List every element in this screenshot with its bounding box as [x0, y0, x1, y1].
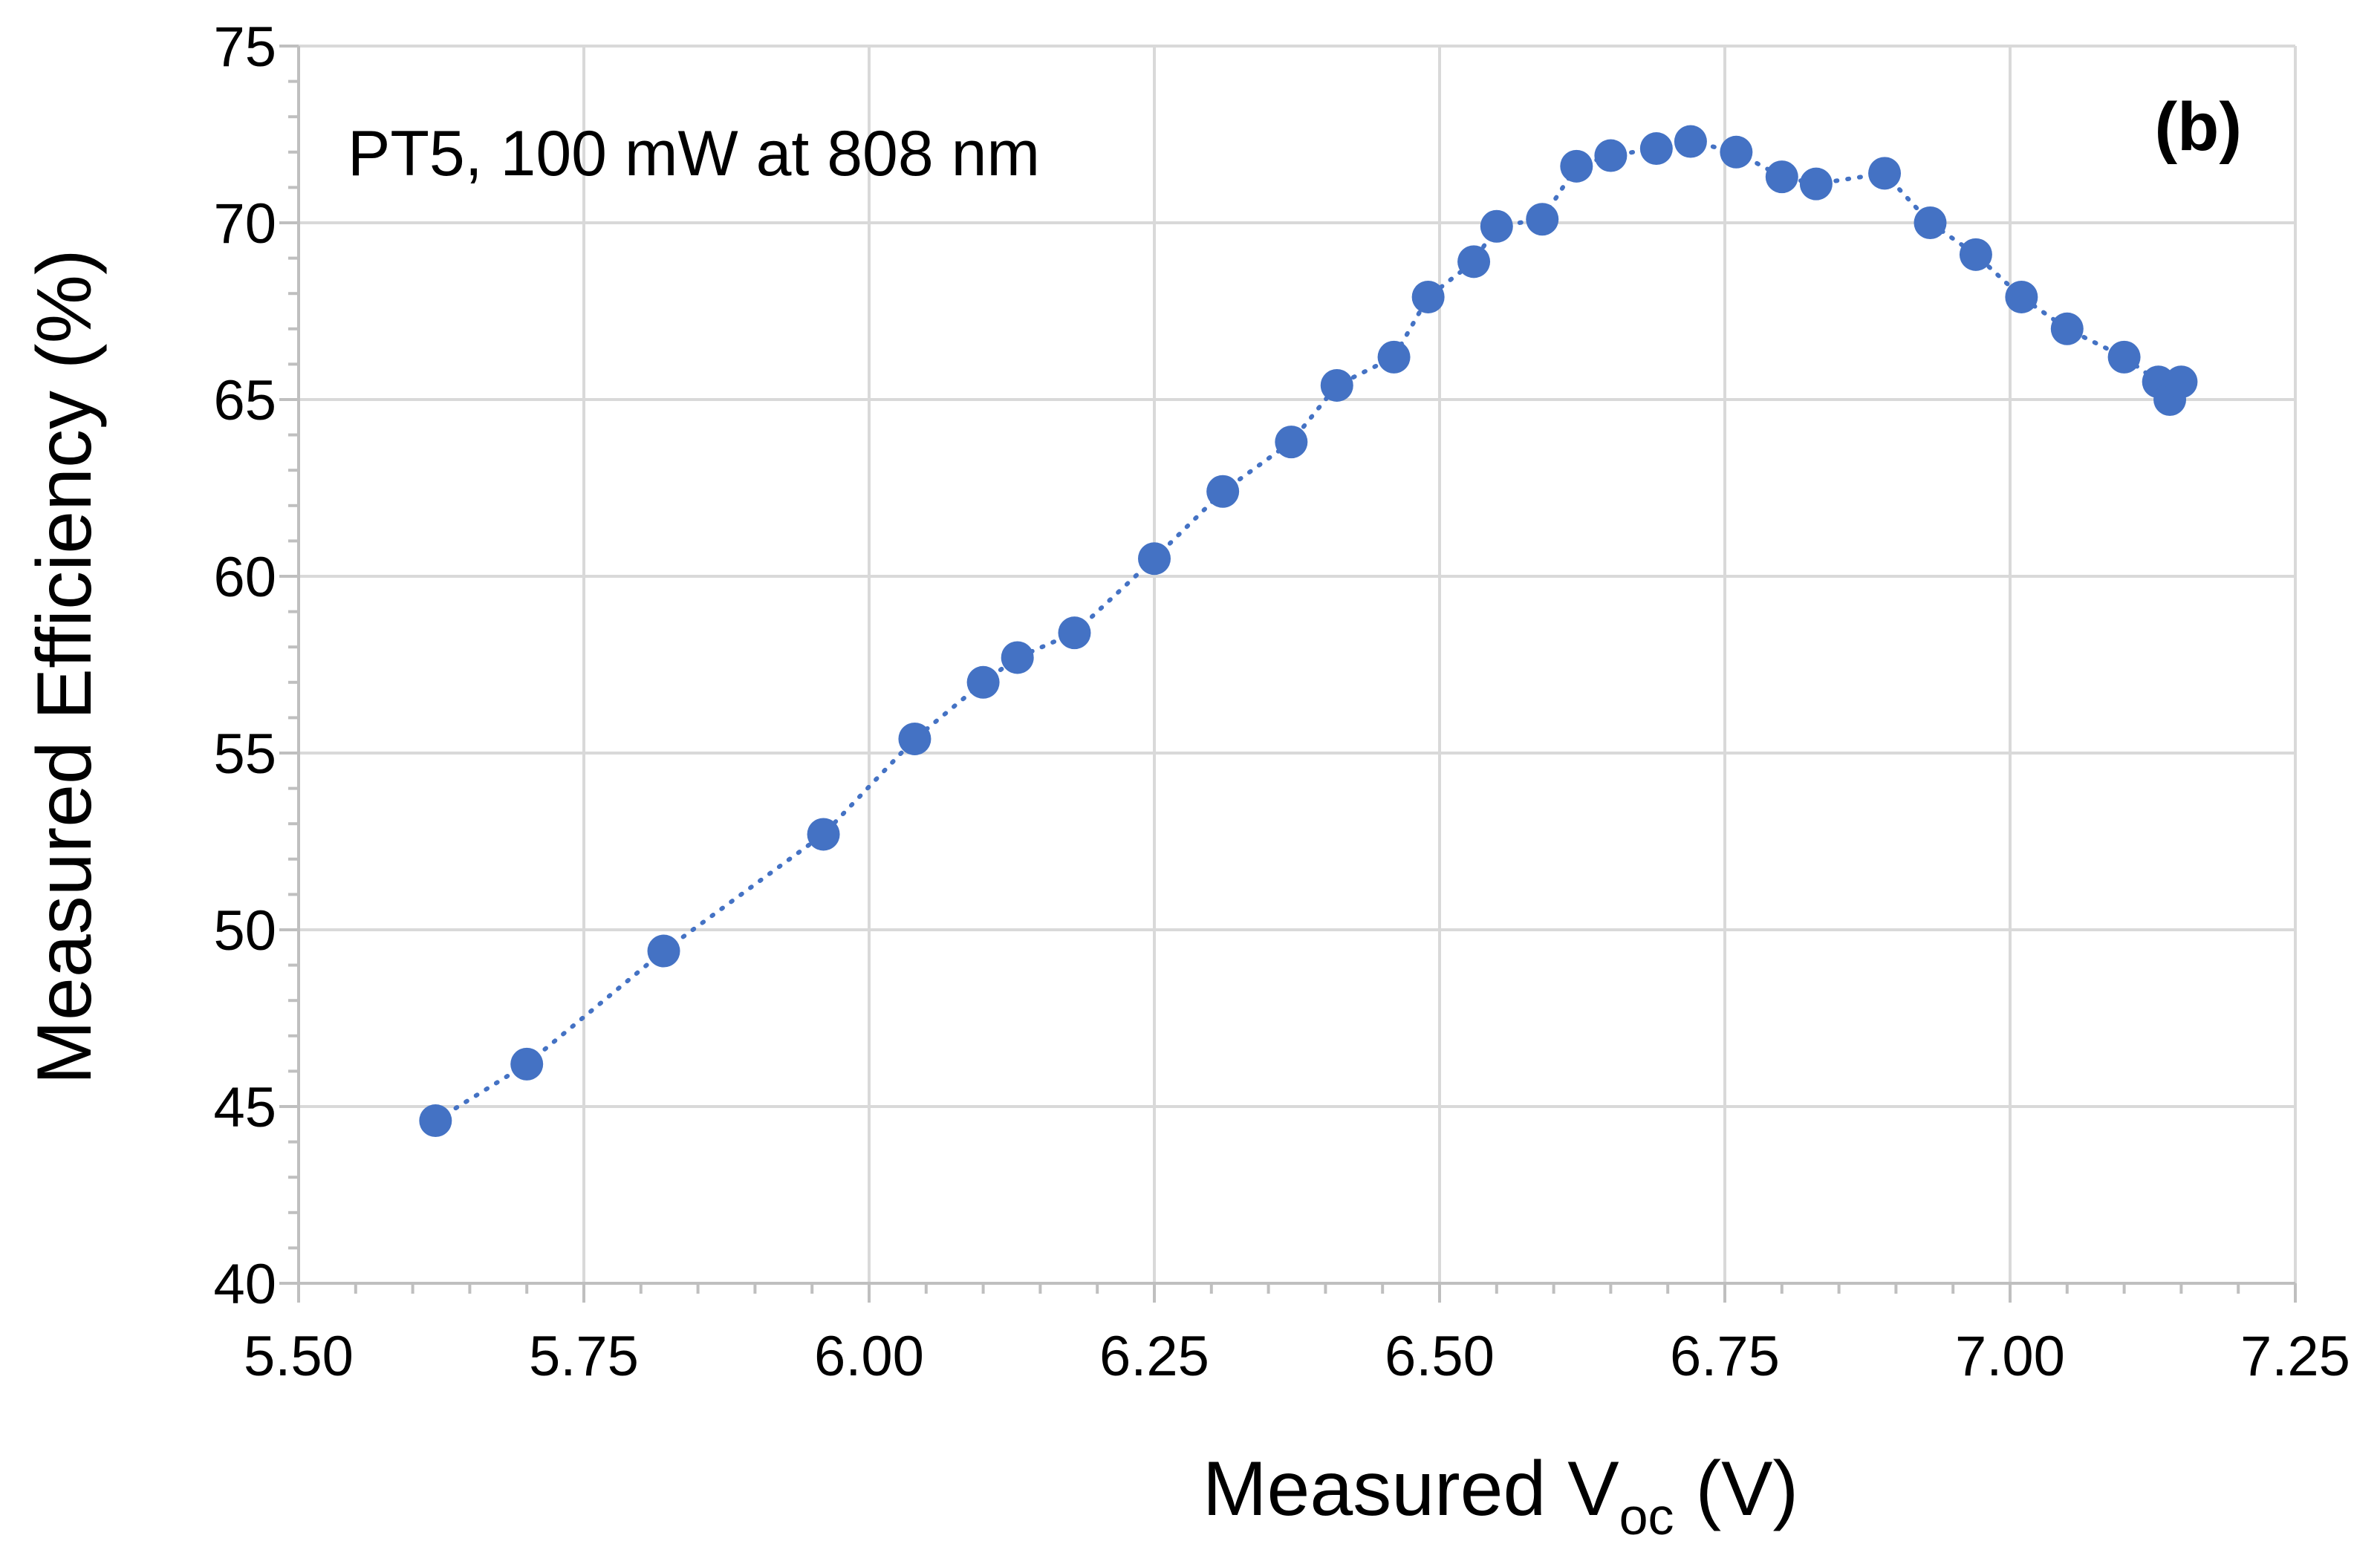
y-tick-label: 60 [213, 546, 276, 609]
x-axis-title-suffix: (V) [1674, 1446, 1799, 1532]
data-point [1411, 280, 1445, 313]
data-point [1868, 157, 1902, 190]
x-tick-label: 5.75 [529, 1325, 639, 1388]
y-tick-label: 75 [213, 16, 276, 79]
data-point [1765, 160, 1798, 194]
data-point [966, 665, 1000, 699]
y-tick-label: 65 [213, 369, 276, 432]
axis-labels: 40 45 50 55 60 65 70 75 5.50 5.75 6.00 6.25 6.50 6.75… [213, 16, 2350, 1388]
data-point [2107, 340, 2141, 374]
x-tick-label: 6.50 [1385, 1325, 1495, 1388]
data-point [1138, 542, 1171, 576]
y-tick-label: 40 [213, 1253, 276, 1316]
data-point [1639, 132, 1673, 166]
y-tick-label: 45 [213, 1076, 276, 1139]
data-point [2165, 365, 2198, 399]
chart-annotation: PT5, 100 mW at 808 nm [348, 118, 1040, 189]
x-tick-label: 5.50 [244, 1325, 354, 1388]
data-series [419, 125, 2198, 1138]
x-axis-title: Measured Voc (V) [1203, 1446, 1798, 1545]
x-tick-label: 7.00 [1955, 1325, 2065, 1388]
data-point [1526, 203, 1559, 236]
data-point [1206, 475, 1240, 508]
data-point [1560, 149, 1593, 183]
data-point [1275, 426, 1308, 459]
data-point [1914, 206, 1947, 239]
data-point [419, 1104, 452, 1138]
data-point [1377, 340, 1411, 374]
data-point [1457, 245, 1491, 278]
y-tick-label: 55 [213, 723, 276, 786]
data-point [807, 818, 840, 851]
data-point [1058, 616, 1091, 650]
x-axis-title-subscript: oc [1619, 1488, 1674, 1545]
data-point [1720, 135, 1753, 169]
panel-label: (b) [2155, 89, 2242, 165]
data-point [647, 934, 680, 968]
data-point [1480, 209, 1513, 243]
x-tick-label: 6.25 [1099, 1325, 1209, 1388]
y-tick-label: 70 [213, 192, 276, 255]
data-point [1959, 238, 1992, 271]
x-axis-title-main: Measured V [1203, 1446, 1619, 1532]
data-point [898, 722, 931, 755]
axes [279, 45, 2297, 1303]
x-tick-label: 7.25 [2240, 1325, 2350, 1388]
y-axis-title: Measured Efficiency (%) [22, 249, 108, 1084]
data-point [2005, 280, 2038, 313]
data-point [1320, 368, 1353, 402]
x-tick-label: 6.00 [814, 1325, 924, 1388]
y-tick-label: 50 [213, 899, 276, 962]
x-tick-label: 6.75 [1670, 1325, 1780, 1388]
data-point [1594, 139, 1628, 172]
data-point [510, 1047, 544, 1081]
data-point [2050, 312, 2084, 345]
data-point [1799, 167, 1833, 201]
data-point [1674, 125, 1707, 158]
gridlines [299, 45, 2297, 1283]
series-line [433, 139, 2184, 1123]
data-point [1001, 641, 1034, 674]
